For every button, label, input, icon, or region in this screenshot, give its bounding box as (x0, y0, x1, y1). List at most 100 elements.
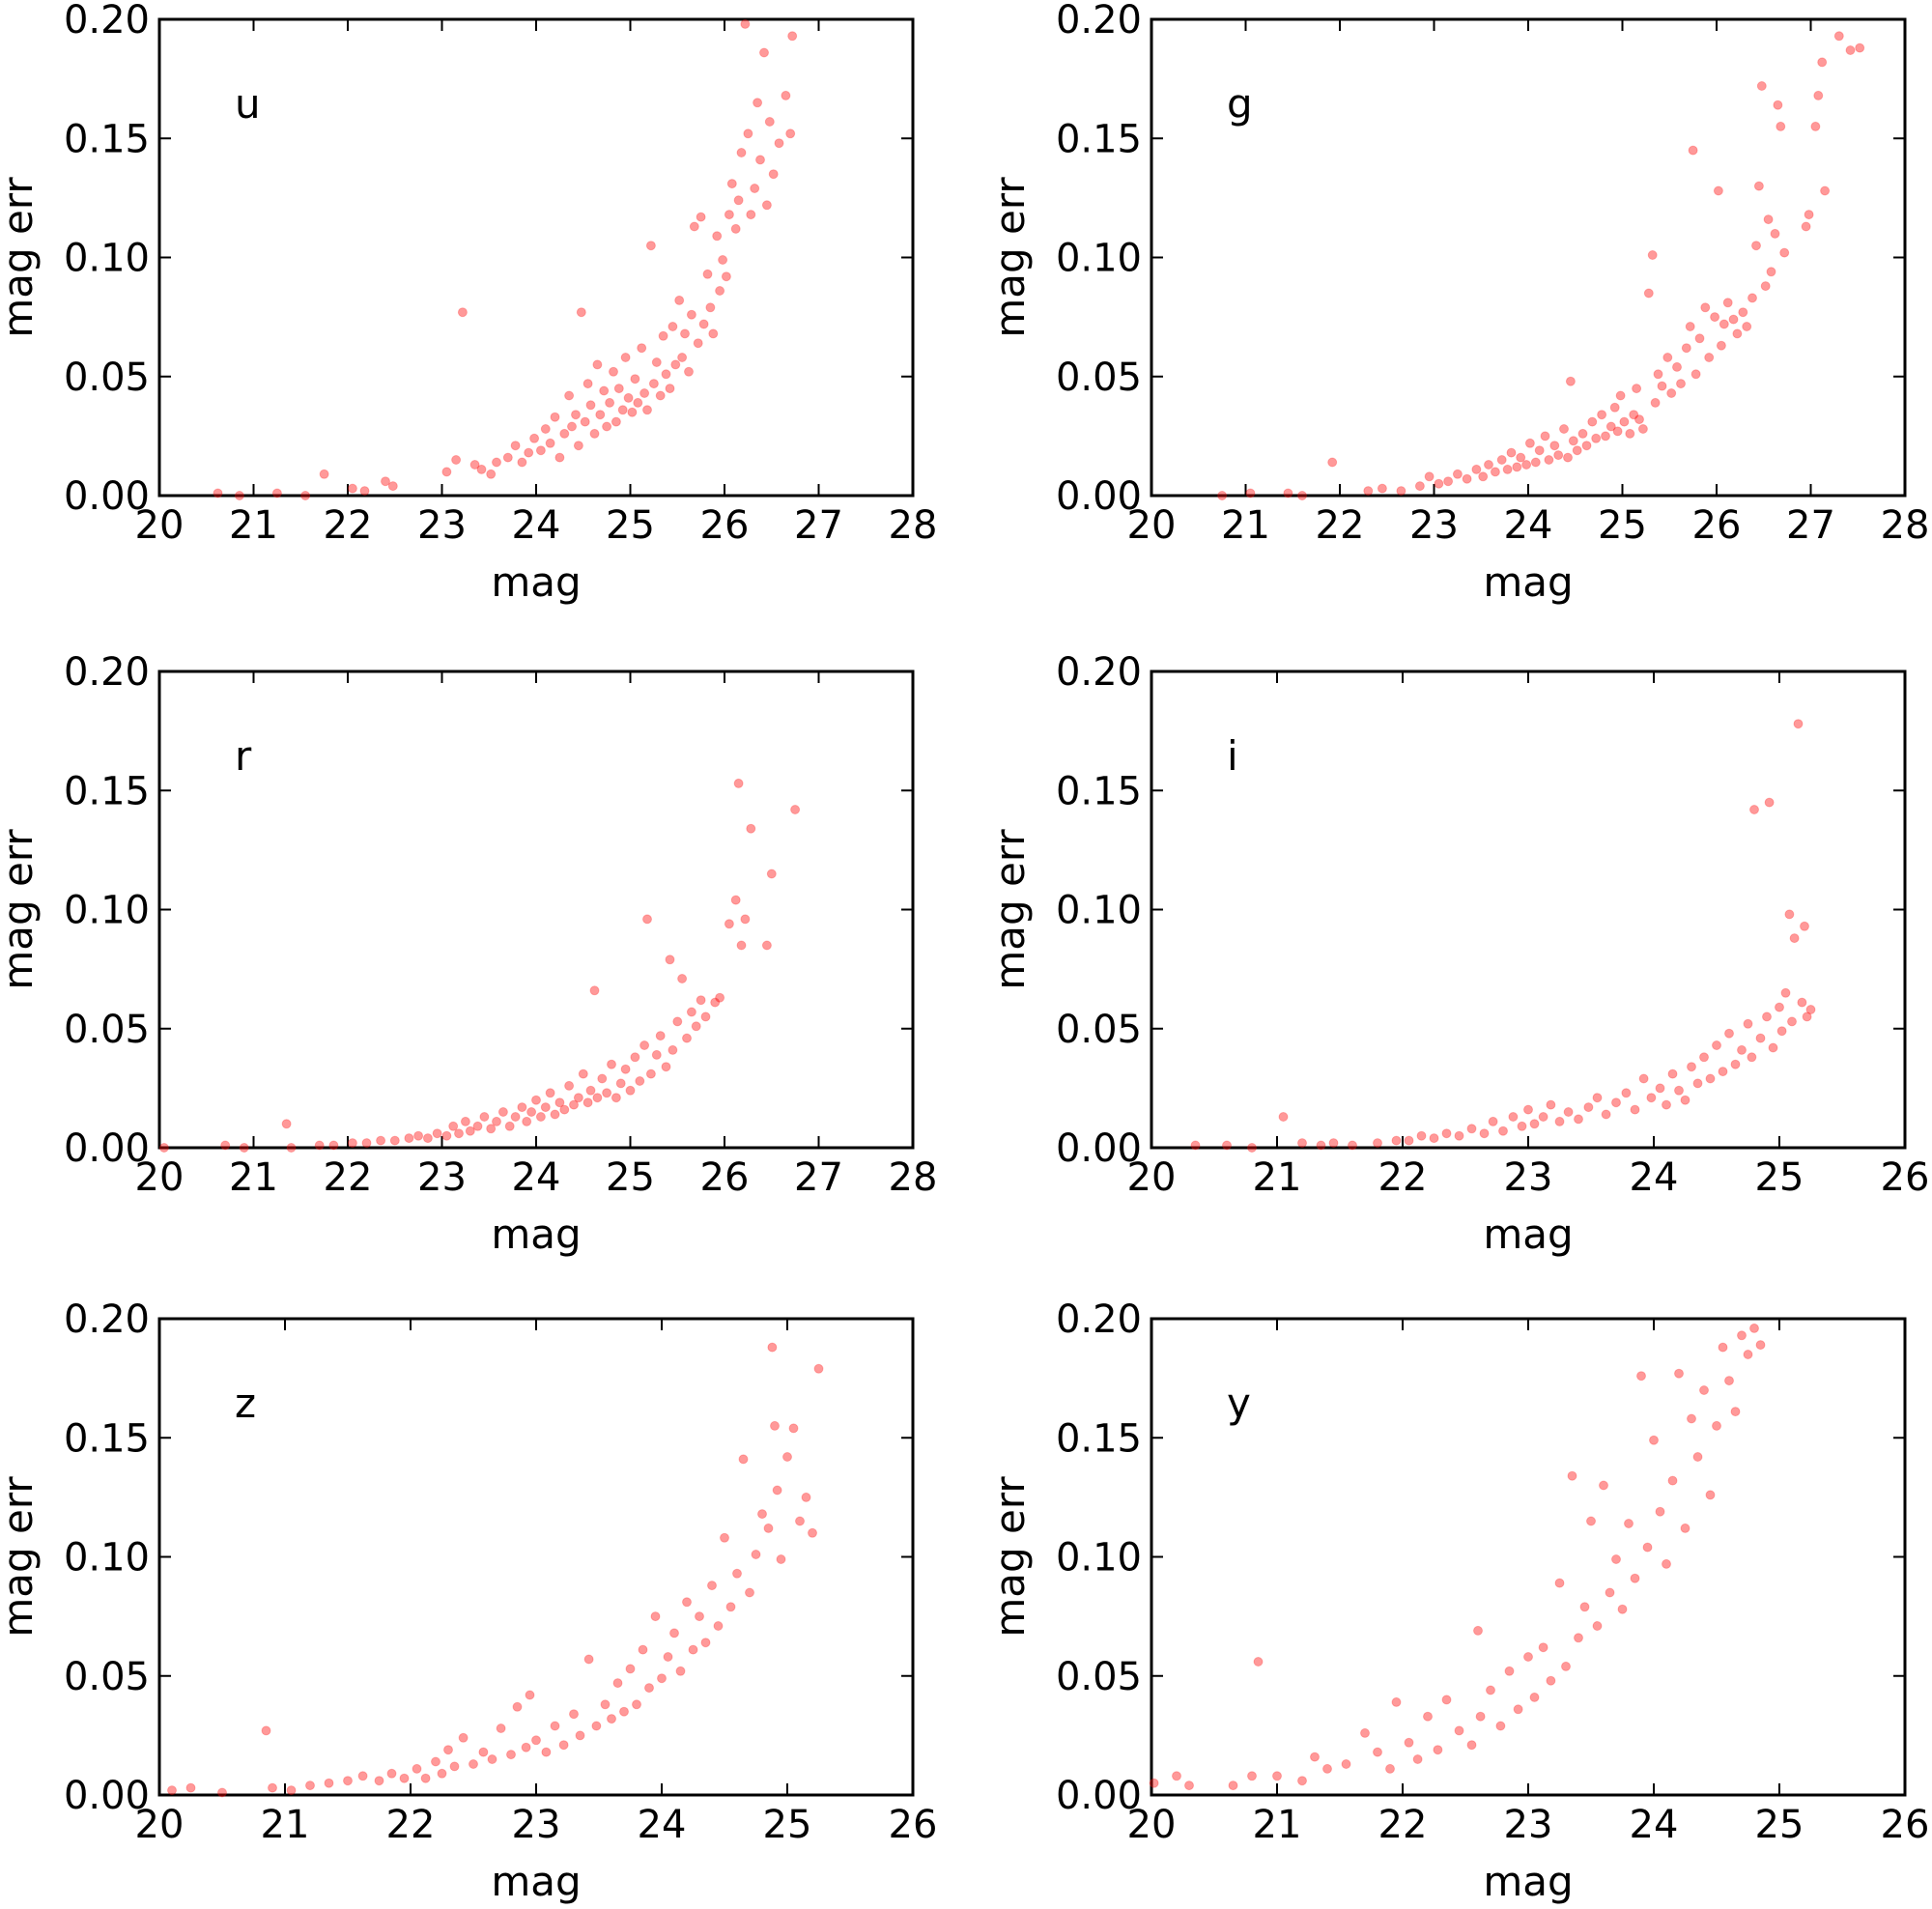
data-point (1504, 1666, 1515, 1676)
x-tick-label: 21 (229, 1155, 278, 1200)
data-point (1722, 298, 1733, 308)
data-point (668, 322, 678, 331)
data-point (1732, 328, 1743, 339)
data-point (1692, 1452, 1703, 1462)
x-tick-label: 25 (1598, 503, 1647, 548)
data-point (359, 486, 370, 497)
data-point (1568, 436, 1578, 446)
data-point (1642, 1542, 1653, 1553)
data-point (721, 271, 731, 282)
data-point (347, 483, 357, 494)
y-tick-label: 0.05 (64, 356, 150, 400)
data-point (1638, 1073, 1649, 1084)
x-tick-label: 26 (1881, 1803, 1930, 1847)
panel-u: 20 21 22 23 24 25 26 27 28 0.00 0.05 0.10 0.15 0.20 ma… (0, 0, 937, 606)
data-point (1617, 1604, 1628, 1614)
data-point (1705, 1073, 1716, 1084)
data-point (665, 954, 675, 965)
data-point (1601, 1109, 1611, 1120)
data-point (567, 421, 577, 432)
data-point (300, 491, 311, 500)
data-point (635, 1076, 645, 1086)
data-point (328, 1140, 339, 1151)
data-point (755, 155, 765, 165)
data-point (217, 1787, 227, 1798)
data-point (785, 128, 796, 139)
data-point (1753, 181, 1764, 191)
data-point (1676, 379, 1686, 389)
data-point (1433, 1745, 1443, 1755)
data-point (497, 1107, 508, 1117)
data-point (531, 1735, 541, 1746)
data-point (1538, 1642, 1548, 1653)
data-point (600, 1699, 611, 1710)
data-point (1579, 1602, 1590, 1612)
data-point (625, 1085, 636, 1096)
data-point (592, 1093, 603, 1103)
data-point (1699, 1052, 1709, 1063)
data-point (1443, 476, 1454, 487)
data-point (529, 433, 540, 443)
data-point (1190, 1140, 1201, 1151)
data-point (1297, 1138, 1307, 1149)
data-point (469, 460, 480, 470)
data-point (576, 307, 586, 318)
data-point (585, 400, 596, 411)
data-point (674, 295, 685, 305)
data-point (1429, 1133, 1439, 1144)
y-tick-label: 0.10 (64, 889, 150, 933)
panel-band-label: u (235, 80, 261, 128)
data-point (522, 1116, 532, 1126)
data-point (665, 384, 675, 394)
data-point (1222, 1140, 1232, 1151)
x-tick-label: 26 (700, 1155, 750, 1200)
y-tick-label: 0.00 (64, 474, 150, 519)
data-point (632, 1699, 641, 1710)
data-point (1396, 486, 1406, 497)
data-point (661, 369, 671, 380)
data-point (623, 392, 634, 403)
data-point (686, 1007, 696, 1017)
data-point (1506, 447, 1517, 458)
data-point (1572, 445, 1582, 456)
data-point (768, 169, 779, 180)
data-point (620, 1064, 631, 1074)
data-point (1577, 428, 1588, 439)
data-point (1523, 1104, 1533, 1115)
data-point (1779, 247, 1790, 258)
data-point (645, 1068, 656, 1079)
x-tick-label: 20 (135, 1803, 185, 1847)
data-point (540, 1102, 551, 1113)
data-point (708, 328, 719, 339)
data-point (1712, 1420, 1721, 1431)
data-point (582, 1097, 593, 1108)
data-point (492, 1116, 501, 1126)
data-point (1495, 1721, 1506, 1731)
data-point (669, 1628, 679, 1638)
data-point (1529, 1692, 1540, 1702)
plot-frame (1150, 1317, 1907, 1797)
data-point (1643, 288, 1654, 299)
data-point (571, 410, 581, 420)
data-point (642, 914, 652, 925)
data-point (412, 1763, 422, 1774)
y-tick-label: 0.10 (1056, 1536, 1142, 1581)
data-point (1473, 1625, 1483, 1636)
data-point (1341, 1759, 1351, 1769)
data-point (535, 445, 546, 456)
panel-band-label: y (1227, 1380, 1251, 1427)
data-point (1672, 361, 1682, 372)
data-point (1524, 438, 1535, 448)
data-point (1763, 214, 1774, 225)
data-point (1615, 390, 1626, 401)
data-point (343, 1776, 353, 1786)
data-point (1637, 424, 1648, 434)
data-point (645, 241, 656, 251)
data-point (506, 1750, 516, 1760)
data-point (1787, 1016, 1797, 1027)
y-axis-label: mag err (986, 1476, 1034, 1638)
data-point (702, 269, 713, 279)
data-point (1586, 1516, 1596, 1526)
panel-band-label: r (235, 732, 252, 780)
data-point (1512, 462, 1522, 472)
